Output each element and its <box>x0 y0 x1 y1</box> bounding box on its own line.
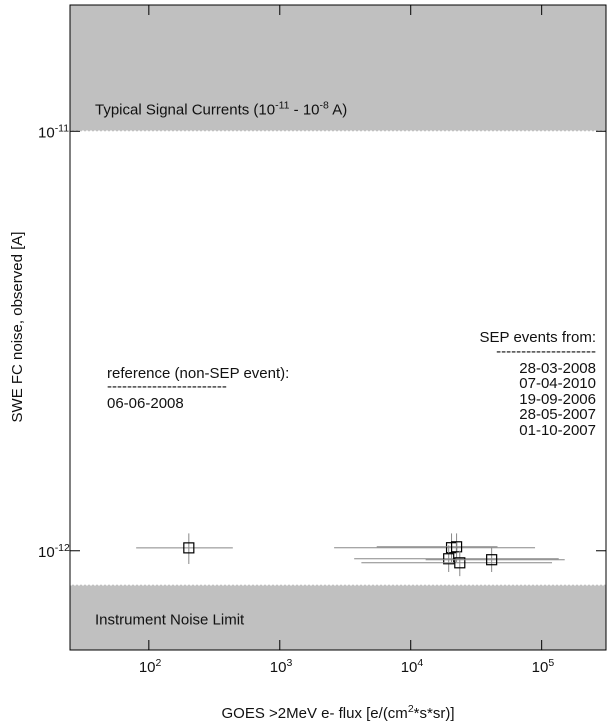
sep-note: -------------------- <box>496 343 596 360</box>
point <box>183 542 195 554</box>
y-tick-label: 10-12​ <box>38 542 70 561</box>
sep-note: SEP events from: <box>480 329 596 346</box>
sep-note: 19-09-2006 <box>519 391 596 408</box>
point <box>454 557 466 569</box>
x-axis-label: GOES >2MeV e- flux [e/(cm2​*s*sr)] <box>222 703 455 722</box>
reference-note: ------------------------ <box>107 378 227 395</box>
x-tick-label: 104​ <box>401 657 424 676</box>
sep-note: 28-05-2007 <box>519 406 596 423</box>
point <box>450 541 463 553</box>
y-axis-label: SWE FC noise, observed [A] <box>9 232 26 423</box>
band-label: Instrument Noise Limit <box>95 612 245 629</box>
band <box>70 5 606 132</box>
sep-note: 01-10-2007 <box>519 422 596 439</box>
reference-note: 06-06-2008 <box>107 395 184 412</box>
x-tick-label: 103​ <box>270 657 293 676</box>
point <box>443 553 455 565</box>
y-tick-label: 10-11​ <box>38 122 69 141</box>
sep-note: 28-03-2008 <box>519 360 596 377</box>
x-tick-label: 102​ <box>139 657 162 676</box>
sep-note: 07-04-2010 <box>519 375 596 392</box>
band <box>70 584 606 650</box>
reference-note: reference (non-SEP event): <box>107 365 289 382</box>
x-tick-label: 105​ <box>532 657 555 676</box>
point <box>486 554 498 566</box>
plot-frame <box>69 4 607 651</box>
band-label: Typical Signal Currents (10-11​ - 10-8​ … <box>95 99 347 118</box>
